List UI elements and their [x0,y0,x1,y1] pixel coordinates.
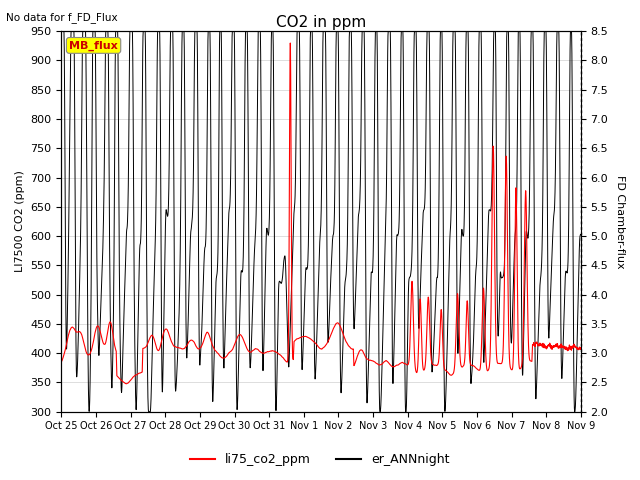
Y-axis label: LI7500 CO2 (ppm): LI7500 CO2 (ppm) [15,170,25,272]
Text: MB_flux: MB_flux [69,40,118,50]
Y-axis label: FD Chamber-flux: FD Chamber-flux [615,175,625,268]
Text: No data for f_FD_Flux: No data for f_FD_Flux [6,12,118,23]
Legend: li75_co2_ppm, er_ANNnight: li75_co2_ppm, er_ANNnight [186,448,454,471]
Title: CO2 in ppm: CO2 in ppm [276,15,366,30]
